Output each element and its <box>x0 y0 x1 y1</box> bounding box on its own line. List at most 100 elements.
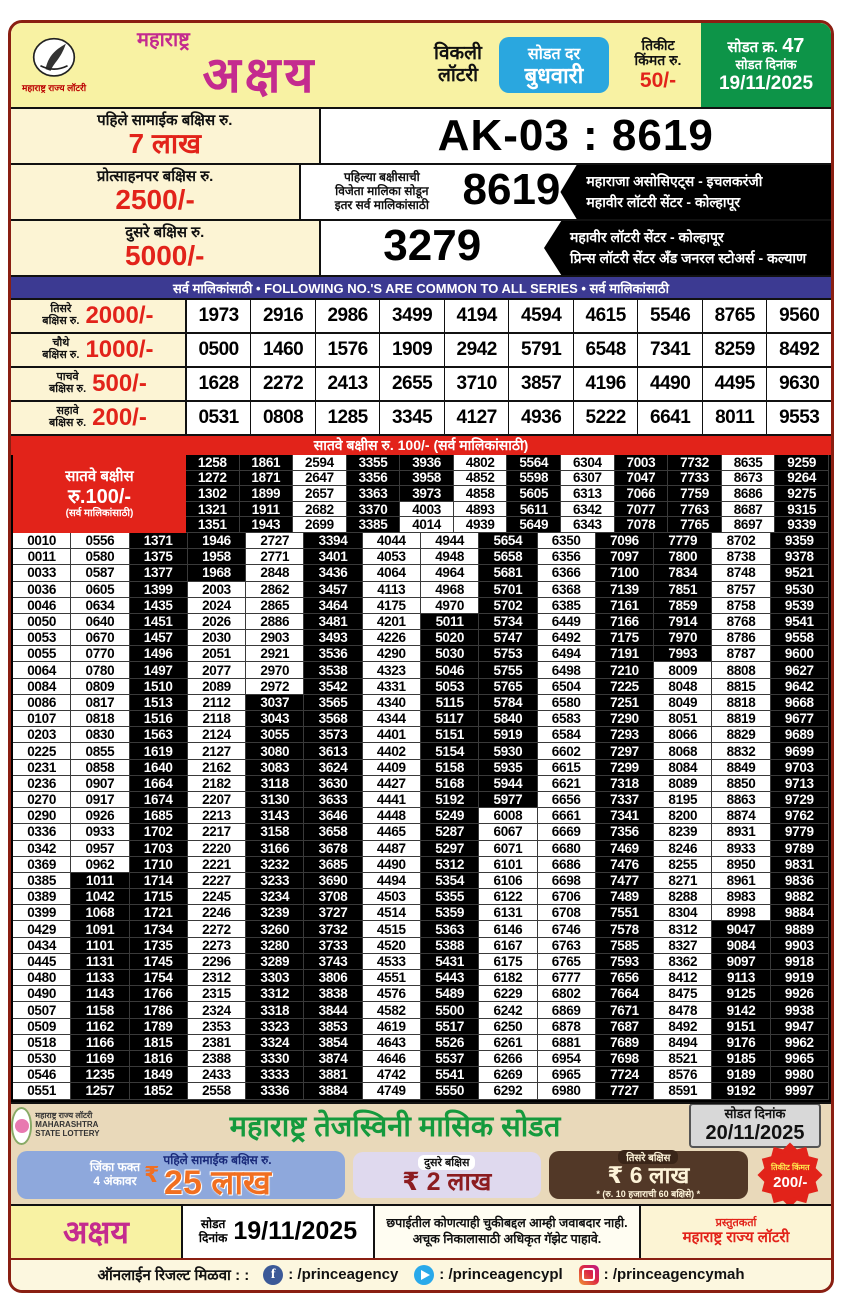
prize-number-cell: 5359 <box>420 905 480 922</box>
prize-number-cell: 1143 <box>71 986 130 1003</box>
social-items: f: /princeagency: /princeagencypl: /prin… <box>263 1264 745 1285</box>
prize-number-cell: 9339 <box>775 517 829 533</box>
prize-number-cell: 5489 <box>420 986 480 1003</box>
prize-number-cell: 3385 <box>346 517 401 533</box>
win-line2: 4 अंकावर <box>93 1173 137 1188</box>
prize-number-cell: 0531 <box>186 402 252 434</box>
prize-number-cell: 6580 <box>537 694 596 712</box>
prize-number-cell: 0907 <box>71 775 130 792</box>
prize-number-cell: 5151 <box>420 727 480 744</box>
prize-number-cell: 0634 <box>71 597 130 614</box>
prize-number-cell: 9275 <box>775 486 829 502</box>
prize-number-cell: 9151 <box>712 1018 771 1035</box>
prize-number-cell: 6182 <box>479 970 538 987</box>
prize-number-cell: 9097 <box>712 953 771 971</box>
prize-number-cell: 1721 <box>129 905 188 922</box>
prize-number-cell: 6621 <box>537 775 596 792</box>
prize-number-cell: 8492 <box>767 334 831 366</box>
prize-number-cell: 0036 <box>13 581 72 598</box>
prize-number-cell: 3690 <box>304 872 363 890</box>
prize-number-cell: 6167 <box>479 937 538 954</box>
prize-number-cell: 4646 <box>362 1050 421 1068</box>
prize-number-cell: 1068 <box>71 905 130 922</box>
common-prize-amount: 200/- <box>92 404 147 431</box>
prize-number-cell: 7251 <box>595 694 655 712</box>
prize-number-cell: 9359 <box>770 532 829 550</box>
common-prize-rank: सहावे बक्षिस रु. <box>49 406 86 429</box>
prize-number-cell: 1734 <box>129 921 188 938</box>
prize-number-cell: 4290 <box>362 646 421 663</box>
prize-number-cell: 7733 <box>668 470 722 487</box>
presenter-box: प्रस्तुतकर्ता महाराष्ट्र राज्य लॉटरी <box>641 1205 831 1258</box>
prize-number-cell: 3336 <box>246 1083 305 1100</box>
prize-number-cell: 3333 <box>246 1067 305 1084</box>
prize-number-cell: 9947 <box>770 1018 829 1035</box>
prize-number-cell: 2003 <box>187 581 247 598</box>
prize-number-cell: 7851 <box>654 581 713 598</box>
prize-number-cell: 4064 <box>362 565 421 582</box>
prize-number-cell: 2324 <box>187 1002 247 1019</box>
prize-number-cell: 6356 <box>537 549 596 566</box>
prize-number-cell: 1702 <box>129 824 188 841</box>
prize-number-cell: 6122 <box>479 889 538 906</box>
prize-number-cell: 4494 <box>362 872 421 890</box>
prize-number-cell: 5526 <box>420 1034 480 1051</box>
prize-number-cell: 0064 <box>13 662 72 679</box>
prize-number-cell: 3318 <box>246 1002 305 1019</box>
common-prize-amount: 500/- <box>92 370 147 397</box>
win-line1: जिंका फक्त <box>89 1159 141 1174</box>
prize-number-cell: 7859 <box>654 597 713 614</box>
prize-number-cell: 9264 <box>775 470 829 487</box>
prize-number-cell: 7698 <box>595 1050 655 1068</box>
prize-number-cell: 1861 <box>239 455 294 471</box>
prize-number-cell: 4441 <box>362 791 421 809</box>
prize-number-cell: 7724 <box>595 1067 655 1084</box>
prize-number-cell: 8697 <box>721 517 776 533</box>
note-line: पहिल्या बक्षीसाची <box>343 170 420 185</box>
prize-number-cell: 9926 <box>770 986 829 1003</box>
prize-number-cell: 9642 <box>770 678 829 695</box>
prize-number-cell: 0385 <box>13 872 72 890</box>
prize-number-cell: 3710 <box>444 368 510 400</box>
first-prize-label: पहिले सामाईक बक्षिस रु. <box>97 112 233 130</box>
prize-number-cell: 1169 <box>71 1050 130 1068</box>
seventh-label-line: (सर्व मालिकांसाठी) <box>65 507 134 519</box>
prize-number-cell: 1042 <box>71 889 130 906</box>
prize-number-cell: 4615 <box>573 300 639 332</box>
prize-number-cell: 1786 <box>129 1002 188 1019</box>
brand-main: अक्षय <box>202 47 318 103</box>
prize-number-cell: 3881 <box>304 1067 363 1084</box>
first-prize-result: AK-03 : 8619 <box>437 111 714 160</box>
telegram-icon <box>414 1264 435 1285</box>
prize-number-cell: 3355 <box>346 455 401 471</box>
prize-number-cell: 2024 <box>187 597 247 614</box>
prize-number-cell: 5168 <box>420 775 480 792</box>
prize-number-cell: 0336 <box>13 824 72 841</box>
prize-number-cell: 4619 <box>362 1018 421 1035</box>
note-line: विजेता मालिका सोडून <box>335 184 429 199</box>
disclaimer-line1: छपाईतील कोणत्याही चुकीबद्दल आम्ही जवाबदा… <box>386 1215 628 1230</box>
prize-number-cell: 3958 <box>400 470 454 487</box>
prize-number-cell: 6229 <box>479 986 538 1003</box>
prize-number-cell: 3118 <box>246 775 305 792</box>
prize-number-cell: 5431 <box>420 953 480 971</box>
prize-number-cell: 3260 <box>246 921 305 938</box>
prize-number-cell: 4582 <box>362 1002 421 1019</box>
prize-number-cell: 7047 <box>614 470 669 487</box>
prize-number-cell: 0587 <box>71 565 130 582</box>
prize-number-cell: 9729 <box>770 791 829 809</box>
prize-number-cell: 5297 <box>420 840 480 857</box>
ticket-label-1: तिकीट <box>641 37 675 54</box>
prize-number-cell: 1715 <box>129 889 188 906</box>
prize-number-cell: 7341 <box>595 808 655 825</box>
prize-number-cell: 0203 <box>13 727 72 744</box>
prize-number-cell: 9668 <box>770 694 829 712</box>
prize-number-cell: 0389 <box>13 889 72 906</box>
prize-number-cell: 3370 <box>346 502 401 518</box>
prize-number-cell: 1754 <box>129 970 188 987</box>
prize-number-cell: 3884 <box>304 1083 363 1100</box>
prize-number-cell: 0050 <box>13 613 72 631</box>
prize-number-cell: 7585 <box>595 937 655 954</box>
prize-number-cell: 3080 <box>246 743 305 760</box>
prize-number-cell: 8702 <box>712 532 771 550</box>
